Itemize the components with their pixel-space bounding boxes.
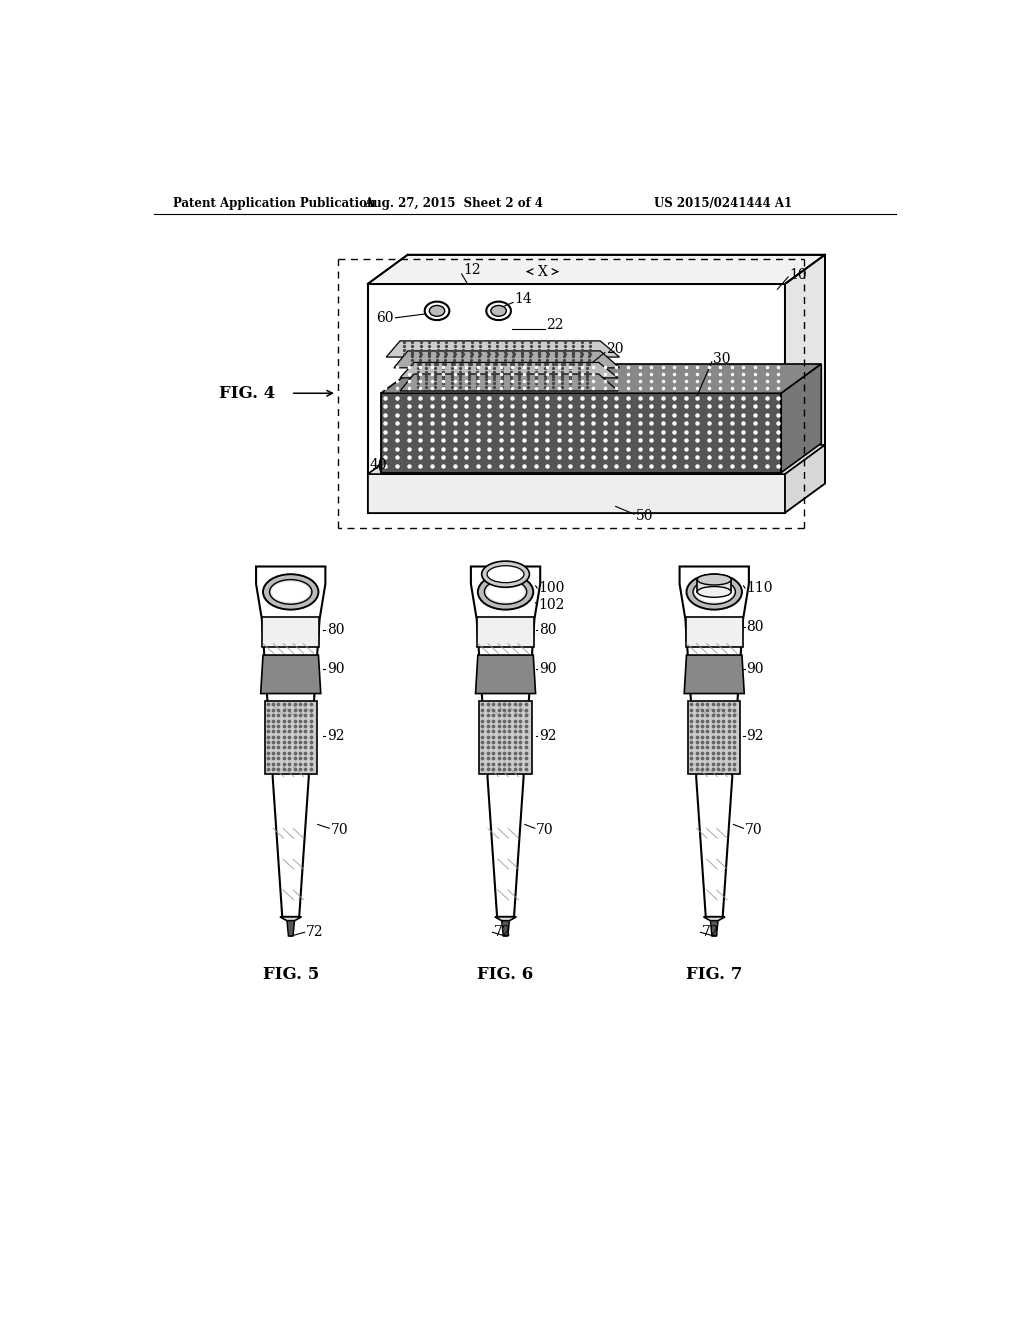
Text: 22: 22 [547, 318, 564, 333]
Polygon shape [785, 255, 825, 512]
Text: FIG. 5: FIG. 5 [262, 966, 318, 983]
Text: 70: 70 [745, 822, 763, 837]
Text: 92: 92 [327, 729, 344, 743]
Text: FIG. 6: FIG. 6 [477, 966, 534, 983]
Ellipse shape [478, 574, 534, 610]
Ellipse shape [429, 305, 444, 317]
Polygon shape [386, 341, 620, 358]
Text: Aug. 27, 2015  Sheet 2 of 4: Aug. 27, 2015 Sheet 2 of 4 [365, 197, 544, 210]
Text: 72: 72 [494, 925, 512, 940]
Polygon shape [686, 616, 742, 647]
Text: 90: 90 [327, 661, 344, 676]
Polygon shape [400, 374, 617, 391]
Text: 80: 80 [327, 623, 344, 636]
Text: FIG. 7: FIG. 7 [686, 966, 742, 983]
Polygon shape [703, 917, 725, 921]
Polygon shape [368, 445, 825, 474]
Polygon shape [697, 579, 731, 591]
Text: 90: 90 [539, 661, 556, 676]
Polygon shape [261, 655, 321, 693]
Ellipse shape [425, 302, 450, 321]
Polygon shape [471, 566, 541, 917]
Polygon shape [368, 255, 825, 284]
Polygon shape [711, 921, 718, 936]
Ellipse shape [490, 305, 506, 317]
Text: 20: 20 [606, 342, 624, 356]
Ellipse shape [271, 582, 310, 602]
Text: 90: 90 [746, 661, 764, 676]
Text: 92: 92 [539, 729, 556, 743]
Text: 12: 12 [463, 263, 481, 277]
Polygon shape [368, 474, 785, 512]
Ellipse shape [487, 566, 524, 582]
Ellipse shape [486, 302, 511, 321]
Text: 60: 60 [377, 310, 394, 325]
Polygon shape [684, 655, 744, 693]
Text: US 2015/0241444 A1: US 2015/0241444 A1 [654, 197, 793, 210]
Polygon shape [381, 393, 781, 473]
Ellipse shape [697, 586, 731, 598]
Polygon shape [394, 351, 620, 368]
Text: X: X [538, 264, 548, 279]
Polygon shape [256, 566, 326, 917]
Polygon shape [495, 917, 516, 921]
Polygon shape [477, 616, 535, 647]
Polygon shape [262, 616, 319, 647]
Ellipse shape [697, 574, 731, 585]
Polygon shape [287, 921, 295, 936]
Text: 72: 72 [701, 925, 720, 940]
Polygon shape [280, 917, 301, 921]
Polygon shape [475, 655, 536, 693]
Text: 40: 40 [370, 458, 387, 471]
Ellipse shape [269, 579, 312, 605]
Text: 70: 70 [537, 822, 554, 837]
Text: 80: 80 [746, 619, 764, 634]
Ellipse shape [486, 582, 524, 602]
Polygon shape [479, 701, 531, 775]
Text: 92: 92 [746, 729, 764, 743]
Text: Patent Application Publication: Patent Application Publication [173, 197, 376, 210]
Polygon shape [781, 364, 821, 473]
Ellipse shape [263, 574, 318, 610]
Polygon shape [368, 284, 785, 512]
Text: 30: 30 [714, 351, 731, 366]
Text: 102: 102 [539, 598, 565, 612]
Ellipse shape [693, 579, 735, 605]
Polygon shape [264, 701, 316, 775]
Ellipse shape [695, 582, 733, 602]
Text: 10: 10 [790, 268, 807, 282]
Text: 100: 100 [539, 581, 565, 595]
Ellipse shape [481, 561, 529, 587]
Text: FIG. 4: FIG. 4 [219, 384, 275, 401]
Text: 80: 80 [539, 623, 556, 636]
Polygon shape [502, 921, 509, 936]
Text: 70: 70 [331, 822, 348, 837]
Polygon shape [400, 363, 617, 378]
Polygon shape [688, 701, 740, 775]
Polygon shape [381, 364, 821, 393]
Ellipse shape [484, 579, 526, 605]
Text: 50: 50 [636, 510, 653, 524]
Text: 110: 110 [746, 581, 773, 595]
Polygon shape [680, 566, 749, 917]
Polygon shape [785, 445, 825, 512]
Ellipse shape [686, 574, 742, 610]
Text: 14: 14 [514, 292, 531, 306]
Text: 72: 72 [306, 925, 324, 940]
